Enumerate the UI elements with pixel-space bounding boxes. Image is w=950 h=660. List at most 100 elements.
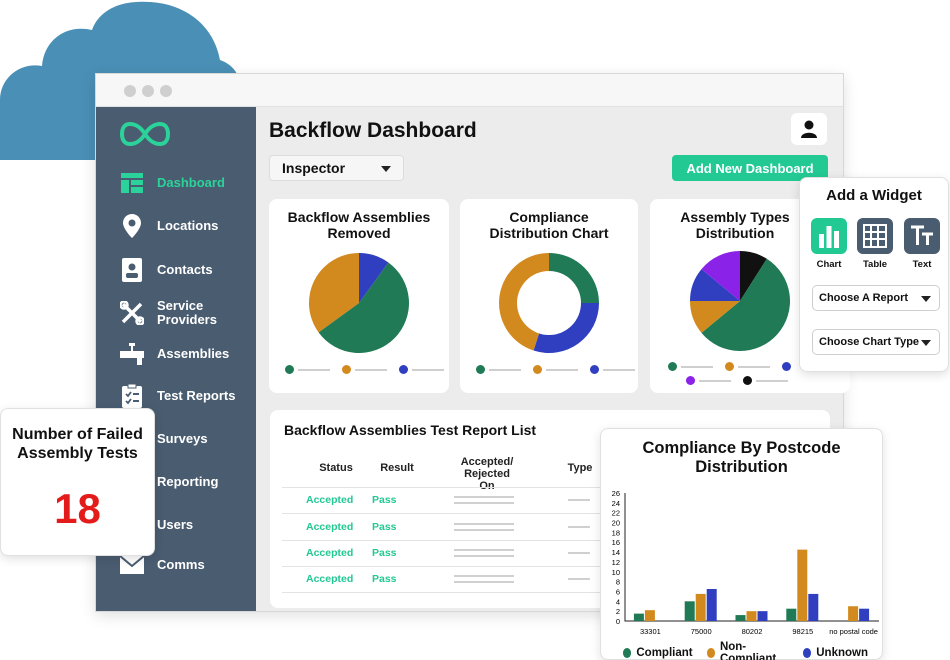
legend-dot — [686, 376, 695, 385]
placeholder-bar — [454, 496, 514, 498]
sidebar-item-contacts[interactable]: Contacts — [120, 252, 255, 288]
bar — [706, 589, 717, 621]
table-widget-label: Table — [862, 259, 888, 270]
sidebar-item-label: Users — [157, 517, 194, 532]
legend-line — [756, 379, 788, 382]
choose-chart-type-value: Choose Chart Type — [819, 336, 920, 348]
failed-tests-card: Number of Failed Assembly Tests 18 — [0, 408, 155, 556]
chart-legend — [668, 362, 791, 371]
sidebar-item-assemblies[interactable]: Assemblies — [120, 336, 255, 372]
column-header-type: Type — [567, 462, 593, 474]
infinity-logo-icon[interactable] — [120, 121, 170, 147]
failed-tests-title: Number of Failed Assembly Tests — [12, 426, 143, 462]
page-title: Backflow Dashboard — [269, 119, 477, 142]
chart-legend — [476, 365, 647, 374]
y-tick-label: 22 — [612, 509, 620, 518]
row-result: Pass — [372, 547, 397, 559]
row-status: Accepted — [306, 573, 354, 585]
bar — [808, 593, 819, 621]
sidebar-item-users[interactable]: Users — [120, 507, 255, 543]
placeholder-bar — [454, 529, 514, 531]
choose-report-select[interactable]: Choose A Report — [812, 285, 940, 311]
sidebar-item-locations[interactable]: Locations — [120, 208, 255, 244]
row-status: Accepted — [306, 521, 354, 533]
legend-line — [699, 379, 731, 382]
contact-card-icon — [120, 258, 144, 282]
sidebar: Dashboard Locations Contacts Service Pro… — [96, 107, 256, 611]
window-dot — [142, 85, 154, 97]
inspector-select-value: Inspector — [282, 160, 346, 176]
bar — [735, 615, 746, 621]
y-tick-label: 20 — [612, 519, 620, 528]
chart-widget-button[interactable] — [811, 218, 847, 254]
chart-legend — [285, 365, 456, 374]
y-tick-label: 10 — [612, 568, 620, 577]
legend-dot — [285, 365, 294, 374]
card-title: Backflow Assemblies Removed — [287, 209, 431, 241]
y-tick-label: 16 — [612, 538, 620, 547]
column-header-result: Result — [380, 462, 414, 474]
placeholder-bar — [568, 552, 590, 554]
bar — [684, 601, 695, 621]
placeholder-bar — [454, 549, 514, 551]
pipe-valve-icon — [120, 342, 144, 366]
row-result: Pass — [372, 573, 397, 585]
legend-dot — [342, 365, 351, 374]
pie-slice — [740, 251, 767, 301]
bar — [786, 608, 797, 621]
legend-line — [738, 365, 770, 368]
sidebar-item-test-reports[interactable]: Test Reports — [120, 378, 255, 414]
legend-dot — [706, 648, 715, 658]
add-new-dashboard-button[interactable]: Add New Dashboard — [672, 155, 828, 181]
sidebar-item-service-providers[interactable]: Service Providers — [120, 295, 255, 331]
sidebar-item-comms[interactable]: Comms — [120, 547, 255, 583]
y-tick-label: 18 — [612, 528, 620, 537]
sidebar-item-reporting[interactable]: Reporting — [120, 464, 255, 500]
pie-slice — [701, 251, 740, 301]
legend-dot — [802, 648, 812, 658]
placeholder-bar — [568, 578, 590, 580]
row-divider — [282, 592, 602, 593]
add-widget-panel: Add a Widget Chart Table Text Choose A R… — [799, 177, 949, 372]
pie-slice — [309, 253, 359, 333]
y-tick-label: 26 — [612, 489, 620, 498]
sidebar-item-label: Test Reports — [157, 388, 236, 403]
compliance-distribution-card: Compliance Distribution Chart — [460, 199, 638, 393]
bar — [644, 610, 655, 621]
widget-panel-title: Add a Widget — [826, 187, 922, 204]
choose-chart-type-select[interactable]: Choose Chart Type — [812, 329, 940, 355]
sidebar-item-surveys[interactable]: Surveys — [120, 421, 255, 457]
bar — [859, 608, 870, 621]
text-widget-button[interactable] — [904, 218, 940, 254]
legend-line — [681, 365, 713, 368]
table-widget-button[interactable] — [857, 218, 893, 254]
row-status: Accepted — [306, 547, 354, 559]
chart-axis — [624, 493, 879, 622]
sidebar-item-dashboard[interactable]: Dashboard — [120, 165, 255, 201]
placeholder-bar — [568, 526, 590, 528]
legend-dot — [533, 365, 542, 374]
choose-report-value: Choose A Report — [819, 292, 909, 304]
row-status: Accepted — [306, 494, 354, 506]
compliance-distribution-donut-chart — [499, 253, 599, 353]
card-title: Compliance Distribution Chart — [489, 209, 609, 241]
user-button[interactable] — [791, 113, 827, 145]
dashboard-icon — [120, 171, 144, 195]
bar — [695, 593, 706, 621]
legend-dot — [782, 362, 791, 371]
y-tick-label: 6 — [616, 587, 620, 596]
legend-dot — [725, 362, 734, 371]
inspector-select[interactable]: Inspector — [269, 155, 404, 181]
text-widget-label: Text — [912, 259, 932, 270]
legend-line — [546, 368, 578, 371]
clipboard-icon — [120, 384, 144, 408]
chart-widget-label: Chart — [816, 259, 842, 270]
sidebar-item-label: Dashboard — [157, 175, 225, 190]
legend-dot — [399, 365, 408, 374]
legend-label: Unknown — [816, 647, 868, 659]
pie-slice — [690, 301, 740, 333]
sidebar-item-label: Assemblies — [157, 346, 230, 361]
list-title: Backflow Assemblies Test Report List — [284, 422, 537, 438]
placeholder-bar — [454, 555, 514, 557]
legend-line — [412, 368, 444, 371]
